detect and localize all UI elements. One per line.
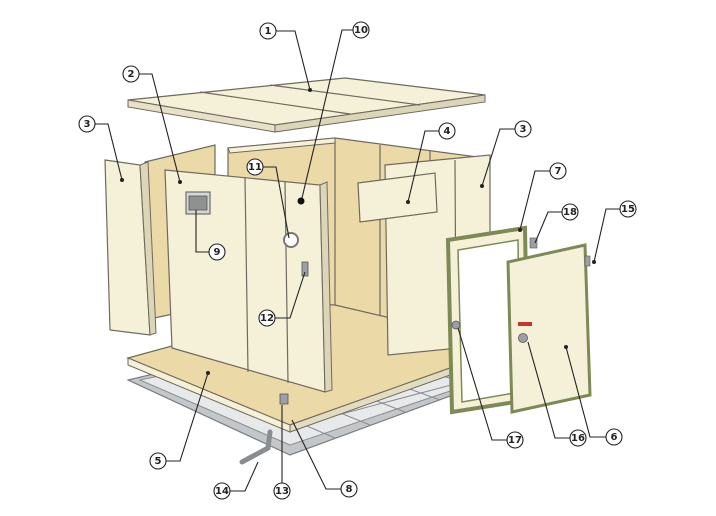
callout-circle <box>122 65 140 83</box>
callout-number: 17 <box>508 435 522 446</box>
callout-c2: 2 <box>122 65 140 83</box>
air-vent-icon <box>185 191 211 215</box>
callout-number: 8 <box>346 484 353 495</box>
callout-c1: 1 <box>259 22 277 40</box>
roof-panel <box>127 77 486 133</box>
callout-c3a: 3 <box>78 115 96 133</box>
callout-circle <box>438 122 456 140</box>
callout-c10: 10 <box>352 21 370 39</box>
callout-number: 3 <box>84 119 91 130</box>
callout-circle <box>506 431 524 449</box>
callout-circle <box>78 115 96 133</box>
callout-circle <box>561 203 579 221</box>
callout-number: 10 <box>354 25 368 36</box>
door-header-panel <box>357 172 438 223</box>
callout-c12: 12 <box>258 309 276 327</box>
callout-circle <box>259 22 277 40</box>
callout-number: 7 <box>555 166 562 177</box>
callout-c17: 17 <box>506 431 524 449</box>
callout-c13: 13 <box>273 482 291 500</box>
callout-c6: 6 <box>605 428 623 446</box>
callout-circle <box>549 162 567 180</box>
callout-number: 9 <box>214 247 221 258</box>
callout-c11: 11 <box>246 158 264 176</box>
callout-circle <box>605 428 623 446</box>
callout-c9: 9 <box>208 243 226 261</box>
callout-circle <box>149 452 167 470</box>
callout-circle <box>208 243 226 261</box>
callout-c15: 15 <box>619 200 637 218</box>
callout-number: 12 <box>260 313 274 324</box>
callout-c4: 4 <box>438 122 456 140</box>
drain-pipe-icon <box>239 429 273 465</box>
callout-number: 16 <box>571 433 585 444</box>
door-handle-icon <box>518 322 532 326</box>
callout-number: 18 <box>563 207 577 218</box>
callout-number: 4 <box>444 126 451 137</box>
callout-c16: 16 <box>569 429 587 447</box>
callout-number: 5 <box>155 456 162 467</box>
callout-number: 2 <box>128 69 135 80</box>
callout-number: 3 <box>520 124 527 135</box>
light-switch-icon <box>297 197 305 205</box>
thermometer-icon <box>301 261 309 277</box>
drain-fitting-icon <box>279 393 289 405</box>
callout-number: 6 <box>611 432 618 443</box>
callout-circle <box>273 482 291 500</box>
callout-circle <box>619 200 637 218</box>
door-leaf <box>506 243 592 414</box>
callout-number: 15 <box>621 204 635 215</box>
callout-number: 1 <box>265 26 272 37</box>
callout-circle <box>514 120 532 138</box>
callout-circle <box>569 429 587 447</box>
door-hinge-icon <box>584 255 591 267</box>
door-latch-icon <box>451 320 461 330</box>
callout-circle <box>340 480 358 498</box>
callout-c14: 14 <box>213 482 231 500</box>
callout-c18: 18 <box>561 203 579 221</box>
callout-c5: 5 <box>149 452 167 470</box>
callout-circle <box>258 309 276 327</box>
callout-number: 11 <box>248 162 262 173</box>
callout-circle <box>246 158 264 176</box>
callout-c8: 8 <box>340 480 358 498</box>
callout-circle <box>213 482 231 500</box>
leader-lines <box>95 29 620 492</box>
callout-number: 14 <box>215 486 229 497</box>
door-seal-icon <box>529 237 538 249</box>
pressure-relief-valve-icon <box>283 232 299 248</box>
callout-circle <box>352 21 370 39</box>
callout-number: 13 <box>275 486 289 497</box>
callout-c7: 7 <box>549 162 567 180</box>
callout-c3b: 3 <box>514 120 532 138</box>
